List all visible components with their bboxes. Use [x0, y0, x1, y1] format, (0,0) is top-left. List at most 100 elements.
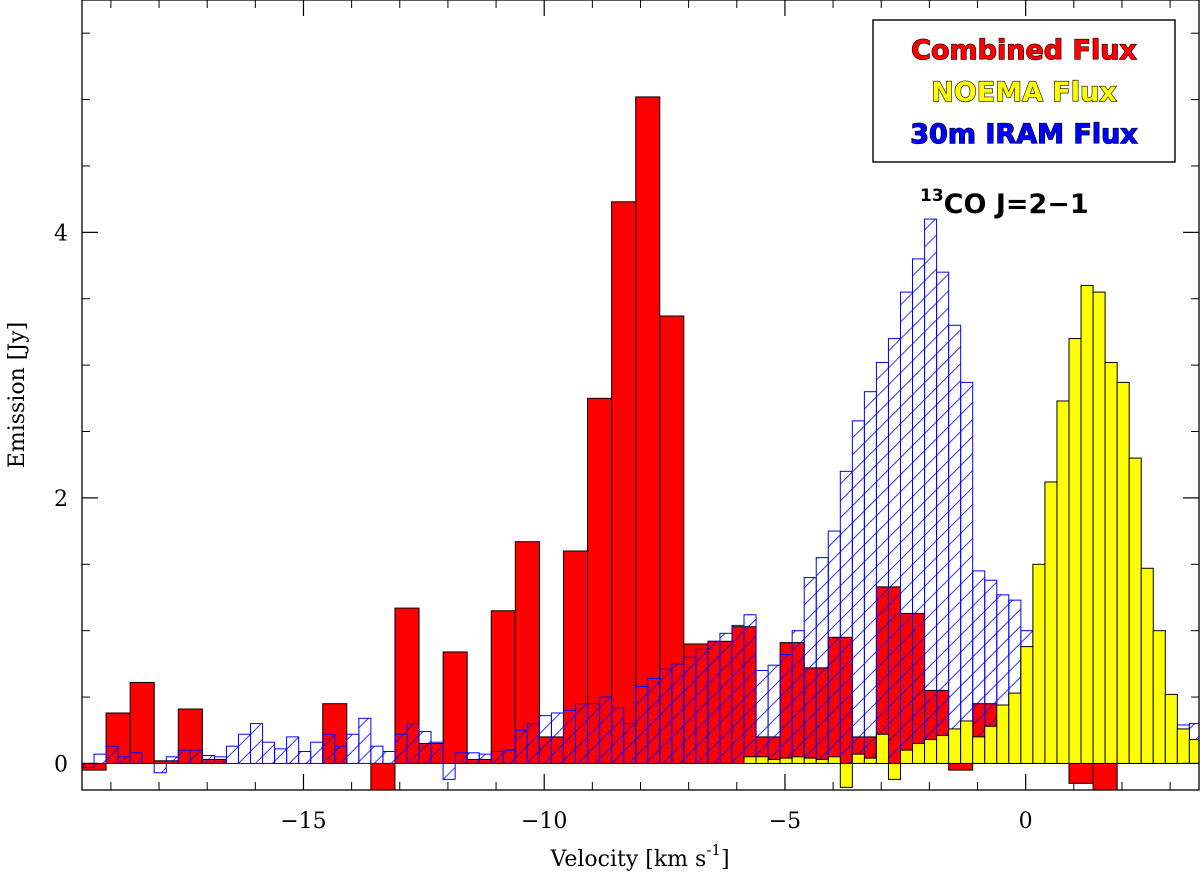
iram-flux-bar: [358, 717, 372, 764]
noema-flux-bar: [1020, 646, 1034, 764]
combined-flux-bar: [635, 96, 661, 764]
iram-flux-bar: [635, 685, 649, 764]
noema-flux-bar: [948, 728, 962, 764]
noema-flux-bar: [912, 743, 926, 764]
x-tick-label: 0: [1019, 809, 1033, 834]
iram-flux-bar: [274, 748, 288, 764]
noema-flux-bar: [1080, 284, 1094, 764]
combined-flux-bar: [1092, 762, 1118, 790]
ticks: −15 −10 −5 0 0 2 4: [54, 0, 1199, 834]
iram-flux-bar: [791, 630, 805, 764]
noema-flux-bar: [887, 762, 901, 780]
iram-flux-bar: [683, 656, 697, 764]
iram-flux-bar: [803, 577, 817, 764]
iram-flux-bar: [394, 733, 408, 764]
combined-flux-bar: [1068, 762, 1094, 784]
iram-flux-bar: [707, 640, 721, 764]
noema-flux-bar: [779, 757, 793, 764]
noema-flux-bar: [1164, 693, 1178, 764]
iram-flux-bar: [719, 632, 733, 764]
iram-flux-bar: [562, 709, 577, 764]
iram-flux-bar: [430, 741, 444, 764]
noema-flux-bar: [1092, 291, 1106, 764]
iram-flux-bar: [743, 614, 757, 764]
noema-flux-bar: [924, 739, 938, 764]
noema-flux-bar: [1056, 400, 1070, 764]
iram-flux-bar: [972, 570, 986, 764]
iram-flux-bar: [514, 729, 528, 764]
iram-flux-bar: [851, 420, 865, 764]
iram-flux-bar: [478, 753, 492, 764]
line-label: 13CO J=2−1: [920, 186, 1089, 220]
noema-flux-bar: [791, 756, 805, 764]
noema-flux-bar: [1116, 381, 1130, 764]
iram-flux-bar: [755, 670, 769, 764]
noema-flux-bar: [1104, 361, 1118, 764]
iram-flux-bar: [960, 381, 974, 764]
iram-flux-bar: [442, 762, 456, 780]
iram-flux-bar: [526, 723, 540, 764]
iram-flux-bar: [213, 756, 227, 764]
iram-flux-bar: [286, 736, 300, 764]
x-axis-label: Velocity [km s-1]: [549, 841, 729, 872]
iram-flux-bar: [201, 754, 215, 764]
noema-flux-bar: [996, 704, 1010, 764]
legend-iram: 30m IRAM Flux: [910, 119, 1137, 150]
iram-flux-bar: [887, 338, 901, 764]
iram-flux-bar: [310, 741, 324, 764]
iram-flux-bar: [117, 756, 131, 764]
noema-flux-bar: [863, 757, 877, 764]
iram-flux-bar: [382, 751, 396, 764]
iram-flux-bar: [502, 749, 516, 764]
noema-flux-bar: [1140, 567, 1154, 764]
iram-flux-bar: [129, 752, 143, 764]
y-axis-label: Emission [Jy]: [5, 322, 30, 468]
combined-flux-bar: [948, 762, 974, 771]
iram-flux-bar: [298, 751, 312, 764]
noema-flux-bar: [1128, 457, 1142, 764]
noema-flux-bar: [839, 762, 853, 788]
iram-flux-bar: [815, 557, 829, 764]
noema-flux-bar: [936, 735, 950, 764]
noema-flux-bar: [1008, 692, 1022, 764]
iram-flux-bar: [105, 745, 119, 764]
noema-flux-bar: [972, 736, 986, 764]
iram-flux-bar: [599, 696, 613, 764]
legend-combined: Combined Flux: [911, 35, 1137, 66]
iram-flux-bar: [177, 749, 191, 764]
iram-flux-bar: [406, 723, 420, 764]
iram-flux-bar: [82, 762, 95, 768]
noema-flux-bar: [1068, 338, 1082, 764]
y-tick-label: 2: [54, 487, 68, 512]
noema-flux-bar: [827, 756, 841, 764]
iram-flux-bar: [250, 723, 264, 764]
iram-flux-bar: [936, 271, 950, 764]
noema-flux-bar: [815, 758, 829, 764]
noema-flux-bar: [1044, 481, 1058, 764]
noema-flux-bar: [960, 720, 974, 764]
noema-flux-bar: [1176, 728, 1190, 764]
iram-flux-bar: [237, 733, 252, 764]
iram-flux-bar: [767, 664, 781, 764]
iram-flux-bar: [659, 668, 673, 764]
y-tick-label: 0: [54, 752, 68, 777]
iram-flux-bar: [839, 470, 853, 764]
noema-flux-bar: [984, 725, 998, 764]
iram-flux-bar: [731, 624, 745, 764]
combined-flux-bar: [611, 201, 637, 764]
iram-flux-bar: [334, 745, 348, 764]
y-tick-label: 4: [54, 221, 68, 246]
iram-flux-bar: [418, 731, 432, 764]
iram-flux-bar: [671, 663, 685, 764]
combined-flux-bar: [129, 681, 155, 764]
x-tick-label: −15: [280, 809, 326, 834]
noema-flux-bar: [875, 733, 889, 764]
iram-flux-bar: [322, 733, 336, 764]
iram-flux-bar: [550, 712, 564, 764]
iram-flux-bar: [454, 752, 468, 764]
iram-flux-bar: [587, 703, 601, 764]
iram-flux-bar: [875, 361, 889, 764]
iram-flux-bar: [153, 762, 167, 774]
iram-flux-bar: [948, 324, 962, 764]
